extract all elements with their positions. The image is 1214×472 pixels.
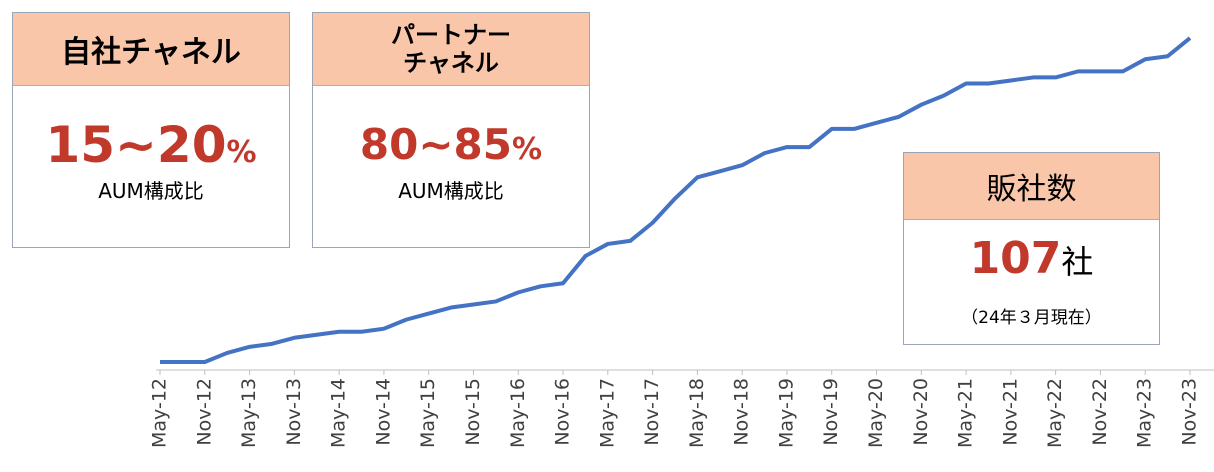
value: 107 [969,233,1062,284]
x-tick-label: Nov-18 [731,378,753,446]
x-tick-label: May-14 [328,378,350,448]
box-value: 80~85% [313,117,589,178]
x-tick-label: May-17 [596,378,618,448]
channel-box: 自社チャネル 15~20% AUM構成比 [12,12,290,248]
x-tick-label: May-15 [417,378,439,448]
x-tick-label: Nov-16 [552,378,574,446]
x-tick-label: May-22 [1044,378,1066,448]
box-title: 自社チャネル [13,13,289,86]
x-tick-label: Nov-22 [1089,378,1111,446]
value: 15~20 [45,116,227,174]
unit: 社 [1061,243,1094,281]
value: 80~85 [359,120,513,169]
x-tick-label: Nov-17 [641,378,663,446]
box-note: （24年３月現在） [961,308,1102,328]
box-title: 販社数 [904,153,1159,220]
x-tick-label: Nov-13 [283,378,305,446]
x-tick-label: May-23 [1134,378,1156,448]
x-tick-label: Nov-14 [372,378,394,446]
box-value: 107社 [904,233,1159,288]
x-tick-label: May-13 [238,378,260,448]
box-caption: AUM構成比 [398,179,504,203]
unit: % [226,135,257,170]
x-tick-label: May-18 [686,378,708,448]
x-tick-label: Nov-19 [820,378,842,446]
x-tick-label: May-20 [865,378,887,448]
x-tick-label: May-21 [955,378,977,448]
x-tick-label: May-16 [507,378,529,448]
x-tick-label: May-12 [149,378,171,448]
box-value: 15~20% [13,117,289,181]
unit: % [512,132,543,167]
channel-box: パートナーチャネル 80~85% AUM構成比 [312,12,590,248]
x-tick-label: May-19 [775,378,797,448]
box-caption: AUM構成比 [98,179,204,203]
x-tick-label: Nov-15 [462,378,484,446]
box-title: パートナーチャネル [313,13,589,86]
data-line [160,36,1192,364]
x-tick-label: Nov-20 [910,378,932,446]
count-box: 販社数 107社 （24年３月現在） [903,152,1160,345]
x-tick-label: Nov-12 [193,378,215,446]
x-tick-label: Nov-23 [1179,378,1201,446]
x-tick-label: Nov-21 [999,378,1021,446]
